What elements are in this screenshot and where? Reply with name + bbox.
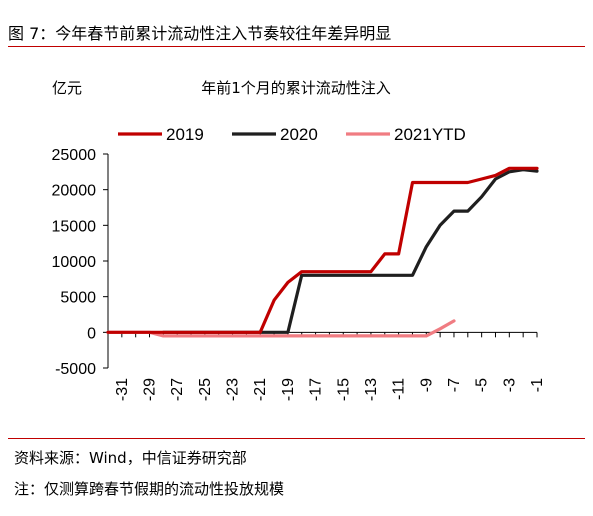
- chart-legend: 2019 2020 2021YTD: [118, 125, 466, 144]
- figure-title: 图 7：今年春节前累计流动性注入节奏较往年差异明显: [8, 24, 392, 43]
- x-tick-label: -7: [446, 378, 463, 392]
- y-axis-unit-label: 亿元: [52, 79, 82, 97]
- footer-divider: [8, 438, 585, 439]
- y-tick-label: -5000: [55, 361, 96, 378]
- y-tick-label: 5000: [60, 290, 96, 307]
- series-line-2019: [106, 166, 539, 334]
- x-tick-label: -25: [197, 378, 214, 401]
- x-tick-label: -13: [363, 378, 380, 401]
- legend-label-2019: 2019: [166, 125, 204, 144]
- line-chart: 亿元 年前1个月的累计流动性注入 2019 2020 2021YTD -5000 0 5…: [52, 79, 547, 401]
- x-tick-label: -29: [142, 378, 159, 401]
- x-tick-label: -1: [529, 378, 546, 392]
- x-tick-label: -21: [252, 378, 269, 401]
- x-tick-label: -17: [308, 378, 325, 401]
- footnote: 注：仅测算跨春节假期的流动性投放规模: [14, 480, 285, 498]
- y-tick-label: 0: [87, 325, 96, 342]
- y-tick-label: 15000: [52, 218, 97, 235]
- x-tick-label: -11: [391, 378, 408, 400]
- legend-label-2020: 2020: [280, 125, 318, 144]
- y-tick-label: 25000: [52, 147, 97, 164]
- x-tick-label: -9: [418, 378, 435, 392]
- x-tick-label: -15: [335, 378, 352, 401]
- y-tick-label: 10000: [52, 254, 97, 271]
- source-note: 资料来源：Wind，中信证券研究部: [14, 449, 247, 467]
- x-tick-label: -23: [225, 378, 242, 401]
- chart-title: 年前1个月的累计流动性注入: [201, 79, 391, 97]
- x-tick-label: -31: [114, 378, 131, 401]
- x-tick-label: -27: [169, 378, 186, 401]
- legend-label-2021ytd: 2021YTD: [394, 125, 466, 144]
- y-tick-label: 20000: [52, 183, 97, 200]
- title-divider: [8, 46, 585, 47]
- series-line-2020: [161, 168, 539, 334]
- x-tick-label: -19: [280, 378, 297, 401]
- x-tick-label: -3: [501, 378, 518, 392]
- series-line-2021ytd: [106, 319, 456, 338]
- x-tick-label: -5: [474, 378, 491, 392]
